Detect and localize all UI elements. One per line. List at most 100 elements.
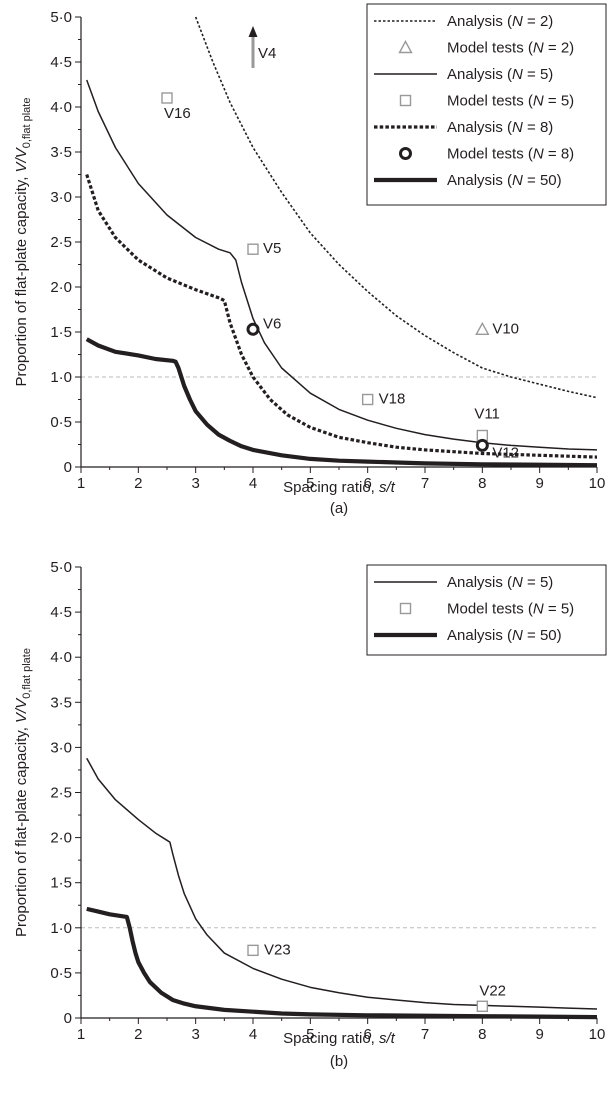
point-label: V16	[164, 105, 191, 122]
x-tick-label: 9	[535, 1026, 543, 1043]
x-tick-label: 5	[306, 475, 314, 492]
series-line	[85, 174, 598, 459]
panel-label: (a)	[330, 500, 348, 517]
legend-label: Analysis (N = 50)	[447, 627, 562, 644]
legend-label: Analysis (N = 5)	[447, 66, 553, 83]
series-line	[86, 757, 598, 1010]
series-2	[86, 906, 598, 1020]
series-4	[85, 174, 598, 459]
y-axis-label: Proportion of flat-plate capacity, V/V0,…	[13, 98, 33, 387]
legend-triangle-marker	[398, 40, 413, 54]
point-label: V18	[379, 391, 406, 408]
x-tick-label: 8	[478, 475, 486, 492]
series-line	[194, 16, 598, 399]
legend-label: Model tests (N = 5)	[447, 93, 574, 110]
legend-label: Model tests (N = 8)	[447, 146, 574, 163]
point-label: V12	[492, 444, 519, 461]
y-tick-label: 1·5	[50, 324, 72, 341]
y-tick-label: 2·0	[50, 830, 72, 847]
series-line	[85, 337, 598, 468]
y-tick-label: 1·0	[50, 369, 72, 386]
y-tick-label: 2·5	[50, 234, 72, 251]
x-tick-label: 7	[421, 475, 429, 492]
legend-entry: Analysis (N = 5)	[374, 66, 553, 83]
annotation-label: V4	[258, 45, 276, 62]
legend-label: Analysis (N = 50)	[447, 172, 562, 189]
x-tick-label: 3	[191, 475, 199, 492]
legend: Analysis (N = 5) Model tests (N = 5) Analy…	[366, 564, 607, 656]
x-axis-label: Spacing ratio, s/t	[283, 479, 396, 496]
point-label: V23	[264, 941, 291, 958]
y-tick-label: 0·5	[50, 414, 72, 431]
legend: Analysis (N = 2) Model tests (N = 2) Analy…	[366, 3, 607, 206]
triangle-marker	[475, 321, 490, 335]
y-tick-label: 0	[64, 459, 72, 476]
square-marker	[476, 1000, 489, 1012]
legend-entry: Analysis (N = 50)	[374, 172, 562, 189]
y-tick-label: 3·5	[50, 144, 72, 161]
series-1: V10	[475, 320, 519, 337]
point-label: V11	[474, 406, 500, 423]
point-label: V10	[492, 320, 519, 337]
y-tick-label: 4·5	[50, 604, 72, 621]
x-tick-label: 7	[421, 1026, 429, 1043]
x-tick-label: 1	[77, 475, 85, 492]
x-tick-label: 6	[363, 475, 371, 492]
y-tick-label: 0·5	[50, 965, 72, 982]
y-tick-label: 3·0	[50, 739, 72, 756]
y-tick-label: 1·0	[50, 920, 72, 937]
y-tick-label: 5·0	[50, 9, 72, 26]
legend-label: Model tests (N = 5)	[447, 601, 574, 618]
annotation-0: V4	[248, 26, 276, 68]
y-tick-label: 4·0	[50, 649, 72, 666]
x-tick-label: 8	[478, 1026, 486, 1043]
x-tick-label: 4	[249, 1026, 257, 1043]
legend-label: Analysis (N = 2)	[447, 13, 553, 30]
square-marker	[247, 243, 259, 255]
x-tick-label: 1	[77, 1026, 85, 1043]
x-axis-label: Spacing ratio, s/t	[283, 1030, 396, 1047]
x-tick-label: 2	[134, 1026, 142, 1043]
x-tick-label: 2	[134, 475, 142, 492]
x-tick-label: 3	[191, 1026, 199, 1043]
legend-circle-marker	[399, 147, 412, 160]
y-tick-label: 3·0	[50, 189, 72, 206]
chart-panel-b: 0 0·5 1·0 1·5 2·0 2·5 3·0 3·5 4·0 4·5 5·0 1 2 3 4 5 6 7 8 9…	[13, 559, 607, 1070]
legend-label: Model tests (N = 2)	[447, 40, 574, 57]
y-tick-label: 2·0	[50, 279, 72, 296]
y-tick-label: 2·5	[50, 785, 72, 802]
legend-entry: Analysis (N = 5)	[374, 574, 553, 591]
point-label: V5	[263, 240, 281, 257]
y-tick-label: 4·0	[50, 99, 72, 116]
x-tick-label: 9	[535, 475, 543, 492]
x-tick-label: 6	[363, 1026, 371, 1043]
legend-entry: Model tests (N = 5)	[399, 93, 574, 110]
y-tick-label: 0	[64, 1010, 72, 1027]
circle-marker	[246, 322, 260, 336]
x-tick-label: 5	[306, 1026, 314, 1043]
legend-label: Analysis (N = 8)	[447, 119, 553, 136]
square-marker	[161, 92, 173, 104]
square-marker	[247, 944, 259, 957]
legend-label: Analysis (N = 5)	[447, 574, 553, 591]
legend-entry: Model tests (N = 2)	[398, 40, 574, 57]
series-6	[85, 337, 598, 468]
series-3: V16 V5 V18 V11	[161, 92, 500, 442]
y-tick-label: 5·0	[50, 559, 72, 576]
legend-entry: Model tests (N = 5)	[399, 601, 574, 618]
series-0	[194, 16, 598, 399]
y-tick-label: 4·5	[50, 54, 72, 71]
legend-square-marker	[399, 94, 412, 107]
x-tick-label: 10	[589, 1026, 606, 1043]
point-label: V22	[479, 982, 506, 999]
square-marker	[361, 393, 374, 406]
legend-entry: Analysis (N = 2)	[374, 13, 553, 30]
x-tick-label: 10	[589, 475, 606, 492]
y-tick-label: 1·5	[50, 875, 72, 892]
circle-marker	[475, 438, 489, 452]
y-tick-label: 3·5	[50, 694, 72, 711]
legend-entry: Analysis (N = 8)	[374, 119, 553, 136]
legend-square-marker	[399, 602, 412, 615]
point-label: V6	[263, 315, 281, 332]
